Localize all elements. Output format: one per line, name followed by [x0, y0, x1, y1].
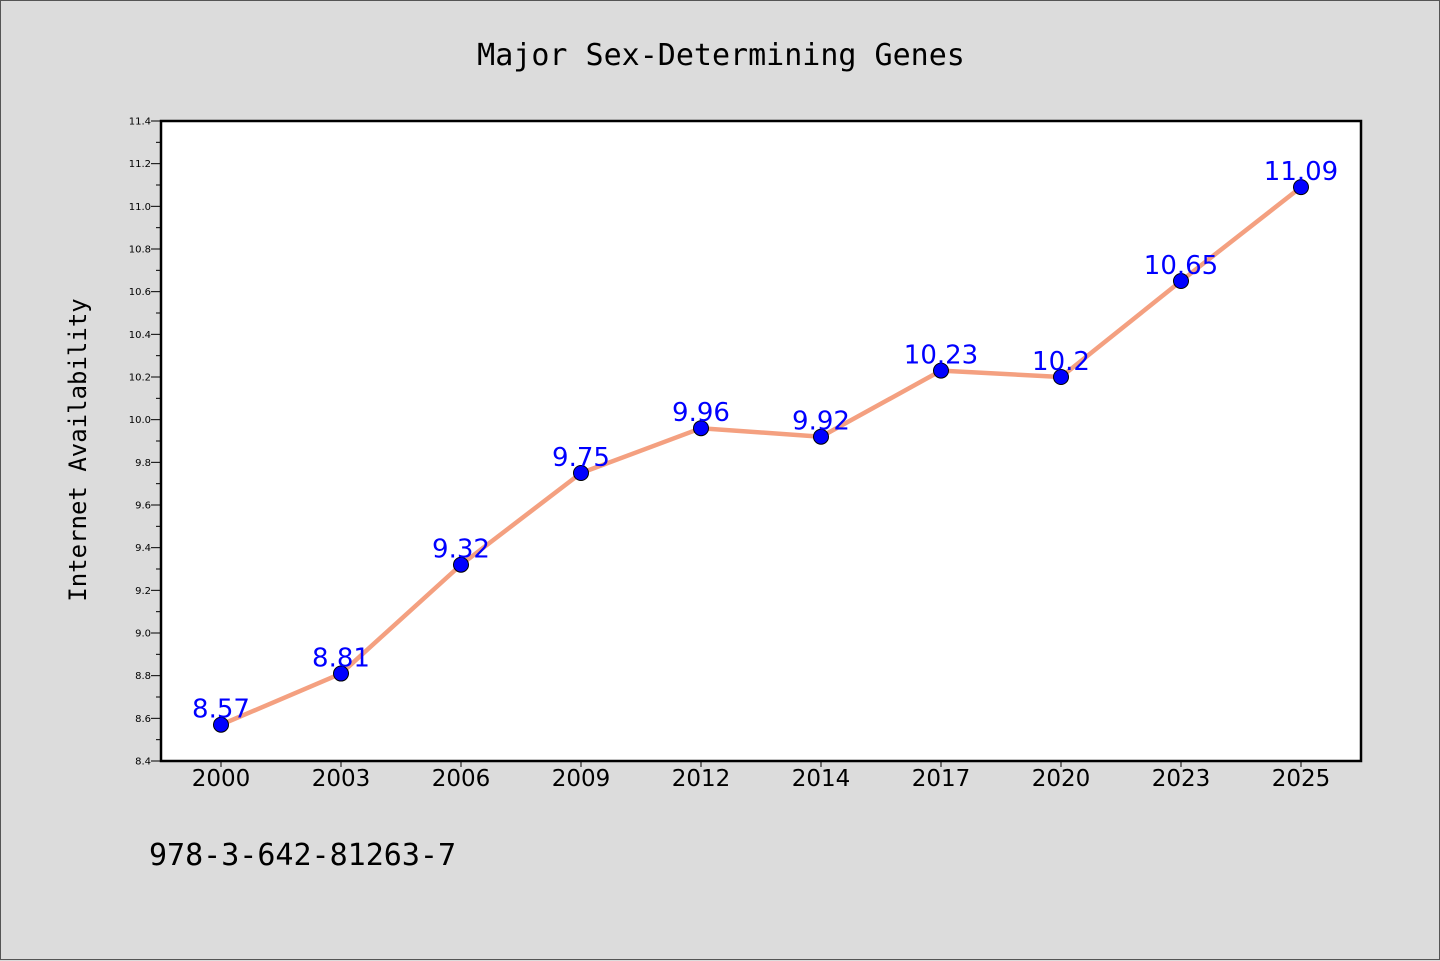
x-tick-label: 2023 — [1152, 766, 1211, 792]
data-point-marker — [573, 465, 589, 481]
y-tick-label: 8.4 — [135, 757, 151, 768]
series-line-group — [220, 185, 1303, 727]
y-tick-label: 11.2 — [129, 159, 151, 170]
data-point-label: 10.23 — [904, 341, 978, 371]
data-point-marker — [453, 556, 469, 573]
y-tick-label: 9.6 — [135, 501, 151, 512]
y-tick-label: 10.4 — [129, 330, 151, 341]
data-point-label: 9.92 — [792, 407, 850, 437]
data-point-label: 9.32 — [432, 535, 490, 565]
chart-title: Major Sex-Determining Genes — [477, 38, 965, 73]
data-point-marker — [213, 716, 229, 733]
data-point-marker — [1053, 369, 1069, 385]
data-point-marker — [813, 428, 829, 445]
y-tick-label: 9.2 — [135, 586, 151, 597]
x-tick-label: 2012 — [672, 766, 731, 792]
y-tick-label: 9.0 — [135, 629, 151, 640]
y-tick-label: 9.8 — [135, 458, 151, 469]
x-tick-label: 2017 — [912, 766, 971, 792]
y-tick-label: 10.8 — [129, 245, 151, 256]
data-point-label: 11.09 — [1264, 157, 1338, 187]
data-point-marker — [693, 420, 709, 437]
y-tick-label: 11.4 — [129, 117, 151, 128]
data-point-marker — [1293, 179, 1309, 196]
y-tick-label: 9.4 — [135, 543, 151, 554]
data-point-label: 10.2 — [1032, 347, 1090, 377]
data-point-label: 10.65 — [1144, 251, 1218, 281]
y-axis-ticks: 8.4 8.6 8.8 9.0 9.2 9.4 9.6 9.8 10.0 10.2 10.4 10.6… — [129, 117, 161, 768]
x-tick-label: 2003 — [312, 766, 371, 792]
x-tick-label: 2020 — [1032, 766, 1091, 792]
y-tick-label: 10.2 — [129, 373, 151, 384]
x-tick-label: 2000 — [192, 766, 251, 792]
x-tick-label: 2014 — [792, 766, 851, 792]
data-point-marker — [1173, 273, 1189, 289]
y-axis-label: Internet Availability — [64, 298, 92, 601]
y-tick-label: 8.6 — [135, 714, 151, 725]
data-point-marker — [933, 362, 949, 379]
data-point-label: 8.81 — [312, 644, 370, 674]
footer-isbn-text: 978-3-642-81263-7 — [149, 838, 456, 873]
data-point-label: 9.96 — [672, 398, 730, 428]
data-point-label: 8.57 — [192, 695, 250, 725]
y-tick-label: 11.0 — [129, 202, 151, 213]
series-line — [220, 185, 1303, 727]
x-tick-label: 2009 — [552, 766, 611, 792]
y-tick-label: 10.0 — [129, 415, 151, 426]
data-labels: 8.57 8.81 9.32 9.75 9.96 9.92 10.23 10.2 10.65 11… — [192, 157, 1338, 725]
data-point-label: 9.75 — [552, 443, 610, 473]
x-axis-ticks: 2000 2003 2006 2009 2012 2014 2017 2020 2023 2025 — [192, 761, 1331, 792]
data-point-marker — [333, 665, 349, 682]
x-tick-label: 2006 — [432, 766, 491, 792]
x-tick-label: 2025 — [1272, 766, 1331, 792]
y-tick-label: 8.8 — [135, 671, 151, 682]
series-markers — [213, 179, 1309, 733]
y-tick-label: 10.6 — [129, 287, 151, 298]
